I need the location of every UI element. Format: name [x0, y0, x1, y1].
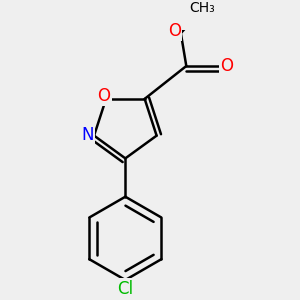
- Text: O: O: [168, 22, 181, 40]
- Text: O: O: [220, 57, 233, 75]
- Text: CH₃: CH₃: [189, 1, 214, 15]
- Text: Cl: Cl: [117, 280, 134, 298]
- Text: N: N: [81, 125, 94, 143]
- Text: O: O: [97, 87, 110, 105]
